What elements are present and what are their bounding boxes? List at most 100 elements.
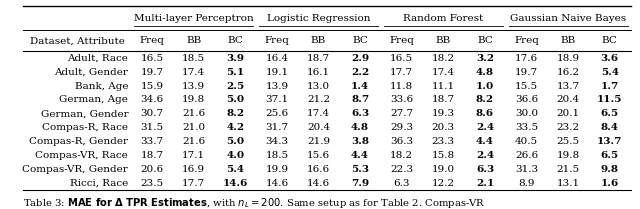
Text: BB: BB — [311, 36, 326, 45]
Text: 3.9: 3.9 — [227, 54, 244, 63]
Text: 37.1: 37.1 — [266, 96, 289, 104]
Text: 13.0: 13.0 — [307, 82, 330, 90]
Text: 18.9: 18.9 — [557, 54, 580, 63]
Text: 15.8: 15.8 — [432, 151, 455, 160]
Text: 8.2: 8.2 — [226, 109, 244, 118]
Text: 2.1: 2.1 — [476, 179, 494, 188]
Text: Ricci, Race: Ricci, Race — [70, 179, 128, 188]
Text: 20.3: 20.3 — [432, 123, 455, 132]
Text: 17.4: 17.4 — [182, 68, 205, 77]
Text: 6.5: 6.5 — [601, 109, 619, 118]
Text: 5.0: 5.0 — [226, 137, 244, 146]
Text: 19.8: 19.8 — [182, 96, 205, 104]
Text: 27.7: 27.7 — [390, 109, 413, 118]
Text: 18.7: 18.7 — [307, 54, 330, 63]
Text: 8.6: 8.6 — [476, 109, 494, 118]
Text: 19.3: 19.3 — [432, 109, 455, 118]
Text: 14.6: 14.6 — [223, 179, 248, 188]
Text: 11.5: 11.5 — [597, 96, 623, 104]
Text: German, Gender: German, Gender — [40, 109, 128, 118]
Text: 5.1: 5.1 — [226, 68, 244, 77]
Text: 30.7: 30.7 — [140, 109, 164, 118]
Text: 5.4: 5.4 — [227, 165, 244, 174]
Text: Compas-R, Gender: Compas-R, Gender — [29, 137, 128, 146]
Text: 4.0: 4.0 — [226, 151, 244, 160]
Text: Table 3: $\mathbf{MAE\ for\ \Delta\ TPR\ Estimates}$, with $n_L = 200$. Same set: Table 3: $\mathbf{MAE\ for\ \Delta\ TPR\… — [22, 196, 485, 209]
Text: 17.7: 17.7 — [390, 68, 413, 77]
Text: 23.3: 23.3 — [432, 137, 455, 146]
Text: 18.2: 18.2 — [432, 54, 455, 63]
Text: 8.2: 8.2 — [476, 96, 494, 104]
Text: Random Forest: Random Forest — [403, 14, 483, 23]
Text: 12.2: 12.2 — [432, 179, 455, 188]
Text: 23.2: 23.2 — [557, 123, 580, 132]
Text: 5.4: 5.4 — [601, 68, 619, 77]
Text: 14.6: 14.6 — [307, 179, 330, 188]
Text: 16.5: 16.5 — [390, 54, 413, 63]
Text: 21.5: 21.5 — [557, 165, 580, 174]
Text: 4.8: 4.8 — [476, 68, 494, 77]
Text: 8.4: 8.4 — [601, 123, 619, 132]
Text: 17.4: 17.4 — [432, 68, 455, 77]
Text: 21.9: 21.9 — [307, 137, 330, 146]
Text: 17.6: 17.6 — [515, 54, 538, 63]
Text: 19.0: 19.0 — [432, 165, 455, 174]
Text: 13.9: 13.9 — [182, 82, 205, 90]
Text: 19.9: 19.9 — [266, 165, 289, 174]
Text: 19.8: 19.8 — [557, 151, 580, 160]
Text: 3.2: 3.2 — [476, 54, 494, 63]
Text: 4.4: 4.4 — [351, 151, 369, 160]
Text: 20.6: 20.6 — [140, 165, 164, 174]
Text: Compas-R, Race: Compas-R, Race — [42, 123, 128, 132]
Text: 26.6: 26.6 — [515, 151, 538, 160]
Text: BB: BB — [436, 36, 451, 45]
Text: 23.5: 23.5 — [140, 179, 164, 188]
Text: 13.7: 13.7 — [597, 137, 623, 146]
Text: 6.3: 6.3 — [351, 109, 369, 118]
Text: 1.4: 1.4 — [351, 82, 369, 90]
Text: 5.0: 5.0 — [226, 96, 244, 104]
Text: 40.5: 40.5 — [515, 137, 538, 146]
Text: Adult, Gender: Adult, Gender — [54, 68, 128, 77]
Text: 29.3: 29.3 — [390, 123, 413, 132]
Text: 4.2: 4.2 — [226, 123, 244, 132]
Text: Compas-VR, Race: Compas-VR, Race — [35, 151, 128, 160]
Text: 6.3: 6.3 — [394, 179, 410, 188]
Text: Freq: Freq — [140, 36, 164, 45]
Text: 16.1: 16.1 — [307, 68, 330, 77]
Text: Freq: Freq — [264, 36, 289, 45]
Text: 13.1: 13.1 — [557, 179, 580, 188]
Text: 19.7: 19.7 — [140, 68, 164, 77]
Text: 16.5: 16.5 — [140, 54, 164, 63]
Text: Compas-VR, Gender: Compas-VR, Gender — [22, 165, 128, 174]
Text: 33.5: 33.5 — [515, 123, 538, 132]
Text: 21.6: 21.6 — [182, 137, 205, 146]
Text: 16.9: 16.9 — [182, 165, 205, 174]
Text: 22.3: 22.3 — [390, 165, 413, 174]
Text: 20.4: 20.4 — [307, 123, 330, 132]
Text: BC: BC — [602, 36, 618, 45]
Text: 20.1: 20.1 — [557, 109, 580, 118]
Text: 1.7: 1.7 — [601, 82, 619, 90]
Text: 2.9: 2.9 — [351, 54, 369, 63]
Text: 17.1: 17.1 — [182, 151, 205, 160]
Text: 6.3: 6.3 — [476, 165, 494, 174]
Text: 19.7: 19.7 — [515, 68, 538, 77]
Text: BC: BC — [227, 36, 243, 45]
Text: 33.6: 33.6 — [390, 96, 413, 104]
Text: 5.3: 5.3 — [351, 165, 369, 174]
Text: 13.7: 13.7 — [557, 82, 580, 90]
Text: 16.6: 16.6 — [307, 165, 330, 174]
Text: Adult, Race: Adult, Race — [67, 54, 128, 63]
Text: 9.8: 9.8 — [601, 165, 619, 174]
Text: 25.6: 25.6 — [266, 109, 289, 118]
Text: Freq: Freq — [514, 36, 539, 45]
Text: 31.3: 31.3 — [515, 165, 538, 174]
Text: 34.3: 34.3 — [266, 137, 289, 146]
Text: 8.9: 8.9 — [518, 179, 535, 188]
Text: 11.8: 11.8 — [390, 82, 413, 90]
Text: 31.5: 31.5 — [140, 123, 164, 132]
Text: BC: BC — [477, 36, 493, 45]
Text: 21.6: 21.6 — [182, 109, 205, 118]
Text: 18.7: 18.7 — [432, 96, 455, 104]
